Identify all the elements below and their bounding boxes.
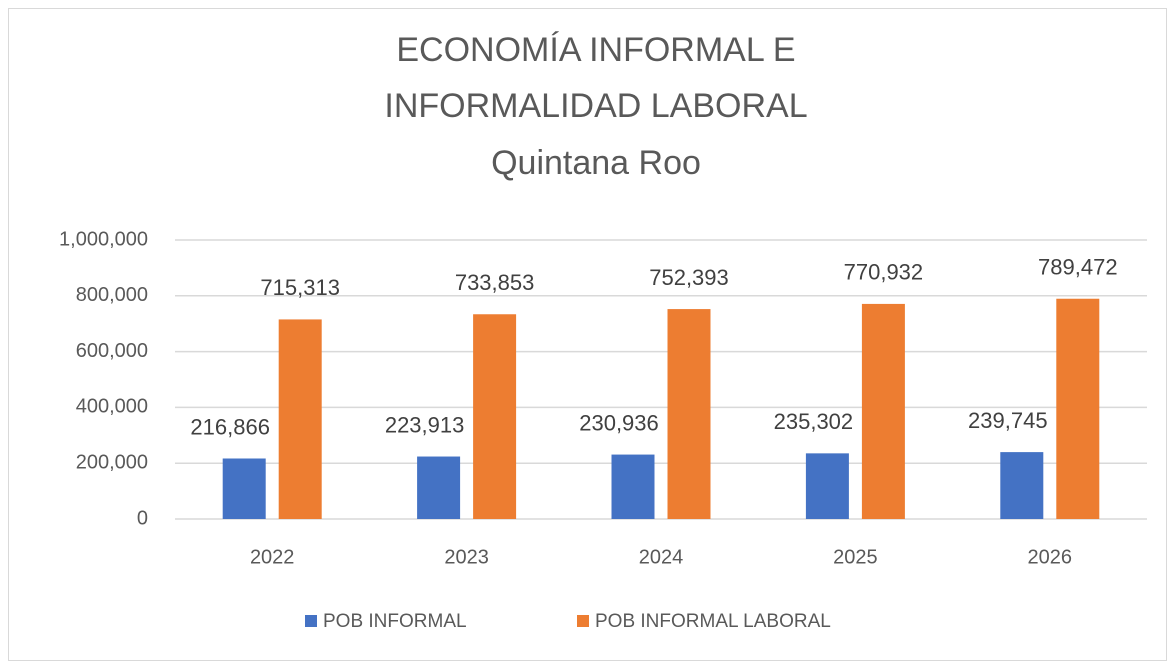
- x-tick-label: 2023: [444, 546, 489, 568]
- data-label: 715,313: [260, 275, 340, 300]
- data-label: 733,853: [455, 270, 535, 295]
- data-label: 770,932: [844, 260, 924, 285]
- y-tick-label: 0: [137, 507, 148, 529]
- y-tick-label: 400,000: [76, 396, 148, 418]
- bar: [222, 458, 266, 519]
- bar: [1000, 452, 1044, 519]
- y-tick-label: 1,000,000: [59, 228, 148, 250]
- x-tick-label: 2024: [639, 546, 684, 568]
- bar: [805, 453, 849, 519]
- bar: [1056, 298, 1100, 519]
- data-label: 239,745: [968, 408, 1048, 433]
- data-label: 789,472: [1038, 255, 1118, 280]
- x-tick-label: 2022: [250, 546, 295, 568]
- data-label: 235,302: [774, 409, 854, 434]
- legend-label: POB INFORMAL LABORAL: [595, 611, 831, 632]
- legend-label: POB INFORMAL: [323, 611, 467, 632]
- y-tick-label: 200,000: [76, 451, 148, 473]
- bar: [417, 456, 461, 519]
- bar: [611, 454, 655, 519]
- chart-subtitle: Quintana Roo: [491, 144, 701, 182]
- data-label: 752,393: [649, 265, 729, 290]
- y-tick-label: 600,000: [76, 340, 148, 362]
- data-label: 223,913: [385, 412, 465, 437]
- bar: [667, 309, 711, 519]
- bar: [473, 314, 517, 519]
- x-tick-label: 2026: [1028, 546, 1073, 568]
- chart-title: INFORMALIDAD LABORAL: [384, 87, 807, 125]
- bar: [861, 303, 905, 519]
- data-label: 230,936: [579, 410, 659, 435]
- legend-swatch: [577, 615, 589, 627]
- bar: [278, 319, 322, 519]
- chart-title: ECONOMÍA INFORMAL E: [396, 31, 795, 69]
- legend-swatch: [305, 615, 317, 627]
- x-tick-label: 2025: [833, 546, 878, 568]
- data-label: 216,866: [190, 414, 270, 439]
- chart-border: [8, 8, 1167, 661]
- y-tick-label: 800,000: [76, 284, 148, 306]
